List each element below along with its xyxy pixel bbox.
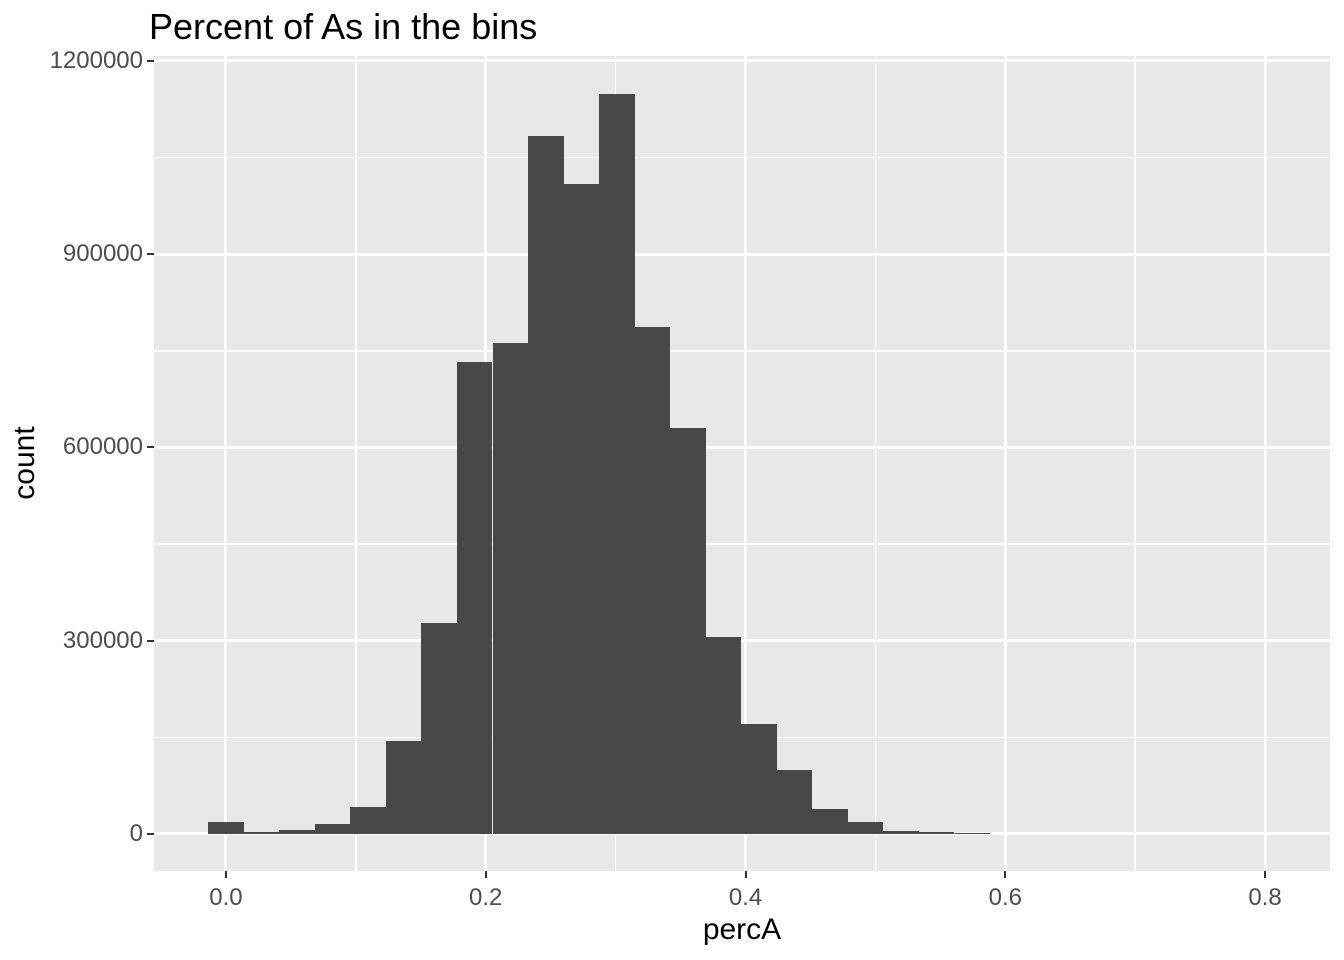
histogram-bar [456,361,493,834]
y-gridline-major [154,832,1330,836]
x-gridline-major [744,56,747,871]
x-tick-mark [224,871,227,878]
histogram-bar [670,428,706,834]
x-tick-label: 0.6 [988,884,1022,911]
x-gridline-major [224,56,228,871]
histogram-bar [954,833,991,834]
x-gridline-major [1003,56,1007,871]
histogram-bar [385,741,422,834]
x-gridline-minor [355,56,357,871]
x-gridline-major [1263,56,1267,871]
y-tick-mark [147,446,154,449]
histogram-bar [776,770,813,834]
y-tick-mark [147,59,154,62]
histogram-bar [812,808,848,834]
histogram-bar [599,93,635,834]
x-tick-mark [1264,871,1267,878]
y-gridline-major [154,252,1330,256]
y-tick-label: 1200000 [49,46,143,74]
y-tick-mark [147,253,154,256]
y-axis-title: count [8,426,41,500]
histogram-bar [421,623,457,834]
histogram-bar [705,637,742,834]
histogram-bar [847,821,884,834]
y-gridline-major [154,445,1330,449]
y-tick-label: 0 [129,819,143,847]
histogram-bar [208,821,244,834]
x-tick-label: 0.0 [209,884,243,911]
y-tick-label: 600000 [62,433,143,461]
x-gridline-minor [1134,56,1136,871]
y-tick-mark [147,832,154,835]
plot-panel [154,56,1330,871]
y-gridline-minor [154,350,1330,352]
y-gridline-major [154,59,1330,63]
y-tick-mark [147,639,154,642]
histogram-bar [243,831,280,834]
x-tick-label: 0.8 [1248,884,1282,911]
histogram-bar [741,724,777,834]
x-gridline-minor [874,56,877,871]
histogram-bar [634,326,671,834]
y-gridline-minor [154,543,1330,545]
histogram-bar [279,829,315,834]
x-tick-mark [484,871,487,878]
y-gridline-major [154,639,1330,643]
histogram-bar [563,183,600,834]
x-axis-title: percA [702,913,782,946]
x-tick-mark [744,871,747,878]
y-tick-label: 300000 [62,626,143,654]
x-tick-label: 0.4 [728,884,763,911]
x-tick-label: 0.2 [469,884,503,911]
histogram-bar [350,806,386,834]
histogram-bar [492,342,529,834]
histogram-bar [918,832,955,834]
x-tick-mark [1004,871,1007,878]
histogram-bar [883,830,919,834]
histogram-bar [527,135,564,834]
y-tick-label: 900000 [62,240,143,268]
y-gridline-minor [154,156,1330,159]
histogram-bar [314,823,351,834]
plot-title: Percent of As in the bins [149,6,538,47]
